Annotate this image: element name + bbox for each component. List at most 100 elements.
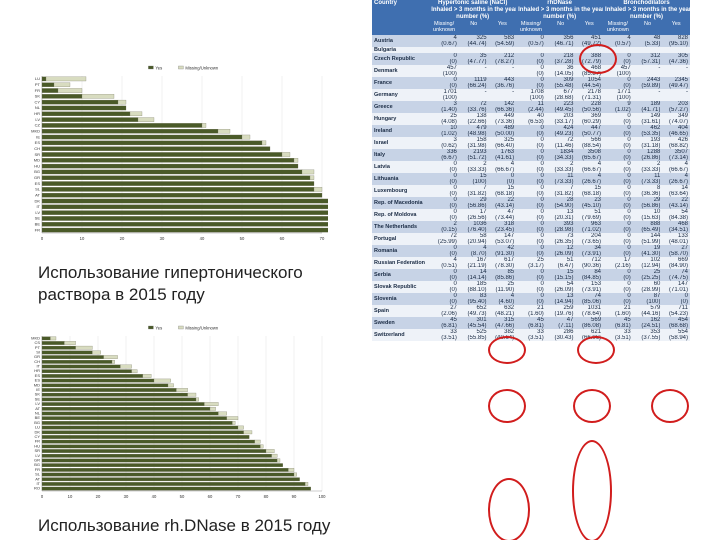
percent-cell: (41.30)	[632, 251, 663, 257]
country-name-cell: Austria	[372, 35, 430, 47]
table-row-percent: (0) (66.24) (36.76) (0) (55.48) (44.54) (0) (59…	[372, 83, 690, 89]
count-cell: 102	[632, 257, 663, 263]
bar-segment	[41, 111, 131, 117]
table-row-percent: (100) (0) (14.05) (85.87) (100)	[372, 71, 690, 77]
percent-cell: (0)	[516, 179, 546, 185]
bar-segment	[41, 99, 119, 105]
count-cell: 54	[662, 209, 690, 215]
count-cell: 11	[632, 173, 663, 179]
count-cell: 2443	[632, 77, 663, 83]
percent-cell: (74.07)	[662, 119, 690, 125]
percent-cell: (31.18)	[632, 143, 663, 149]
percent-cell: (6.67)	[429, 155, 459, 161]
percent-cell: (0)	[603, 179, 633, 185]
percent-cell: (100)	[429, 71, 459, 77]
percent-cell	[488, 47, 517, 53]
x-tick-label: 70	[320, 236, 325, 241]
percent-cell: (0)	[516, 155, 546, 161]
count-cell: 203	[662, 101, 690, 107]
country-name-cell: Serbia	[372, 269, 430, 281]
category-label: SL	[35, 187, 41, 192]
table-row: Germany 1701- -1708 677 2178 1771- -	[372, 89, 690, 101]
bar-segment	[41, 222, 387, 227]
count-cell: 0	[516, 65, 546, 71]
count-cell: 617	[488, 257, 517, 263]
category-label: IT	[36, 364, 40, 369]
table-row: Lithuania 0 15 0 0 11 4 0 11 4	[372, 173, 690, 185]
country-name-cell: Russian Federation	[372, 257, 430, 269]
count-cell: 0	[603, 197, 633, 203]
count-cell: 0	[603, 161, 633, 167]
percent-cell: (0)	[516, 83, 546, 89]
count-cell: 4	[429, 257, 459, 263]
percent-cell: (0)	[516, 215, 546, 221]
percent-cell: (22.66)	[458, 119, 489, 125]
percent-cell	[662, 47, 690, 53]
x-tick-label: 30	[124, 494, 129, 499]
table-row: Italy 336 2193 1763 0 1834 3508 0 1288 3507	[372, 149, 690, 161]
count-cell: 0	[429, 77, 459, 83]
percent-cell: (0.57)	[603, 41, 633, 47]
percent-cell: (21.19)	[458, 263, 489, 269]
count-cell: 325	[458, 35, 489, 41]
count-cell: 0	[516, 245, 546, 251]
count-cell: 0	[516, 197, 546, 203]
percent-cell: (0)	[603, 143, 633, 149]
percent-cell: (0)	[516, 227, 546, 233]
bar-segment	[301, 169, 315, 175]
count-cell: 72	[429, 233, 459, 239]
bar-segment	[41, 472, 295, 477]
bar-segment	[41, 421, 233, 425]
category-label: DK	[34, 198, 40, 203]
percent-cell: (28.99)	[632, 287, 663, 293]
country-name-cell: Latvia	[372, 161, 430, 173]
percent-cell: (0.51)	[429, 263, 459, 269]
count-cell: 25	[632, 269, 663, 275]
bar-segment	[41, 468, 289, 472]
bar-segment	[41, 140, 263, 146]
percent-cell: (74.75)	[662, 275, 690, 281]
percent-cell: (0)	[603, 155, 633, 161]
table-subheader: Yes	[662, 21, 690, 35]
count-cell: 13	[545, 293, 576, 299]
count-cell: 12	[545, 245, 576, 251]
percent-cell: (1.60)	[603, 311, 633, 317]
count-cell: 315	[488, 317, 517, 323]
count-cell: 0	[516, 281, 546, 287]
count-cell: 4	[662, 173, 690, 179]
category-label: LV	[35, 453, 40, 458]
percent-cell: (36.36)	[632, 191, 663, 197]
legend-label: Yes	[155, 326, 162, 331]
count-cell: 369	[575, 113, 604, 119]
category-label: SR	[34, 448, 40, 453]
x-tick-label: 50	[240, 236, 245, 241]
bar-segment	[265, 449, 275, 453]
bar-segment	[41, 345, 76, 350]
count-cell: 579	[632, 305, 663, 311]
count-cell: 3	[429, 101, 459, 107]
percent-cell	[458, 47, 489, 53]
count-cell: 10	[632, 209, 663, 215]
percent-cell: (47.36)	[662, 59, 690, 65]
bar-segment	[241, 134, 251, 140]
category-label: HR	[34, 368, 40, 373]
x-tick-label: 0	[41, 236, 44, 241]
bar-segment	[309, 175, 315, 180]
chart-legend: Yes Missing/Unknown	[148, 326, 219, 331]
table-row-percent: (0) (47.77) (78.27) (0) (37.28) (72.79) (0) (57…	[372, 59, 690, 65]
percent-cell: (23.45)	[488, 227, 517, 233]
count-cell: 828	[662, 35, 690, 41]
percent-cell: (0)	[516, 239, 546, 245]
percent-cell: (65.49)	[632, 227, 663, 233]
percent-cell	[632, 95, 663, 101]
count-cell: 25	[429, 113, 459, 119]
count-cell: 457	[429, 65, 459, 71]
percent-cell: (0)	[603, 59, 633, 65]
count-cell: 0	[516, 269, 546, 275]
bar-segment	[41, 105, 127, 111]
percent-cell: (50.00)	[488, 131, 517, 137]
count-cell: 1701	[429, 89, 459, 95]
percent-cell: (0)	[429, 215, 459, 221]
bar-segment	[120, 364, 132, 369]
bar-segment	[271, 453, 278, 458]
